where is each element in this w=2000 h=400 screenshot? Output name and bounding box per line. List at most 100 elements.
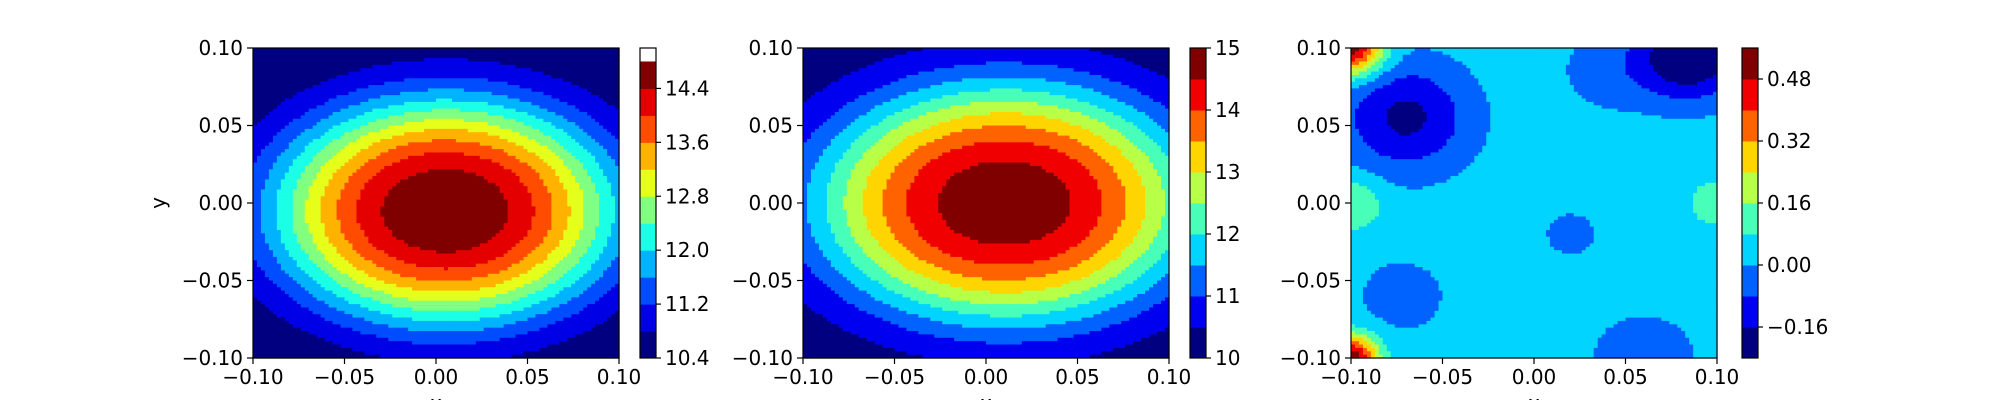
contour-cell <box>575 132 580 137</box>
contour-cell <box>312 118 318 123</box>
contour-cell <box>527 172 533 177</box>
contour-cell <box>308 88 314 93</box>
contour-cell <box>344 98 350 103</box>
contour-cell <box>447 165 453 170</box>
contour-cell <box>555 142 560 147</box>
contour-cell <box>288 105 294 110</box>
contour-cell <box>292 88 298 93</box>
contour-cell <box>543 145 548 150</box>
contour-cell <box>400 189 405 194</box>
contour-cell <box>296 132 302 137</box>
contour-cell <box>324 132 330 137</box>
contour-cell <box>499 54 505 59</box>
contour-cell <box>264 145 270 150</box>
contour-cell <box>372 152 377 157</box>
contour-cell <box>348 64 354 69</box>
contour-cell <box>400 74 405 79</box>
contour-cell <box>272 165 278 170</box>
contour-cell <box>511 68 517 73</box>
contour-cell <box>467 68 473 73</box>
contour-cell <box>396 152 401 157</box>
contour-cell <box>567 64 572 69</box>
contour-cell <box>591 138 596 143</box>
contour-cell <box>611 108 616 113</box>
contour-cell <box>420 85 425 90</box>
contour-cell <box>527 48 533 52</box>
contour-cell <box>579 98 584 103</box>
contour-cell <box>300 88 306 93</box>
contour-cell <box>595 81 600 86</box>
contour-cell <box>296 71 302 76</box>
contour-cell <box>575 138 580 143</box>
contour-cell <box>332 128 338 133</box>
contour-cell <box>296 182 302 187</box>
contour-cell <box>519 88 525 93</box>
contour-cell <box>324 138 330 143</box>
contour-cell <box>396 112 401 116</box>
contour-cell <box>515 101 521 106</box>
contour-cell <box>555 132 560 137</box>
contour-cell <box>559 135 564 140</box>
contour-cell <box>467 125 473 130</box>
contour-cell <box>380 51 385 56</box>
contour-cell <box>523 182 529 187</box>
contour-cell <box>264 78 270 83</box>
contour-cell <box>396 172 401 177</box>
contour-cell <box>280 54 286 59</box>
contour-cell <box>280 118 286 123</box>
contour-cell <box>280 182 286 187</box>
contour-cell <box>312 186 318 191</box>
contour-cell <box>312 189 318 194</box>
contour-cell <box>551 186 556 191</box>
contour-cell <box>380 74 385 79</box>
contour-cell <box>272 189 278 194</box>
contour-cell <box>268 145 274 150</box>
contour-cell <box>376 78 381 83</box>
contour-cell <box>547 54 552 59</box>
contour-cell <box>352 51 358 56</box>
contour-cell <box>511 179 517 184</box>
contour-cell <box>376 88 381 93</box>
contour-cell <box>320 172 326 177</box>
contour-cell <box>439 142 445 147</box>
contour-cell <box>547 98 552 103</box>
contour-cell <box>539 61 545 66</box>
contour-cell <box>280 91 286 96</box>
contour-cell <box>583 145 588 150</box>
contour-cell <box>312 48 318 52</box>
contour-cell <box>372 112 377 116</box>
contour-cell <box>400 132 405 137</box>
contour-cell <box>420 105 425 110</box>
contour-cell <box>312 91 318 96</box>
contour-cell <box>396 159 401 164</box>
contour-cell <box>416 189 421 194</box>
contour-cell <box>436 142 441 147</box>
contour-cell <box>312 108 318 113</box>
contour-cell <box>495 48 501 52</box>
contour-cell <box>599 128 604 133</box>
contour-cell <box>312 176 318 181</box>
contour-cell <box>567 149 572 154</box>
contour-cell <box>292 189 298 194</box>
contour-cell <box>372 122 377 127</box>
contour-cell <box>288 74 294 79</box>
contour-cell <box>491 95 497 100</box>
contour-cell <box>392 108 397 113</box>
contour-cell <box>276 162 282 167</box>
contour-cell <box>439 152 445 157</box>
contour-cell <box>288 182 294 187</box>
contour-cell <box>352 125 358 130</box>
contour-cell <box>475 128 481 133</box>
contour-cell <box>300 81 306 86</box>
contour-cell <box>555 128 560 133</box>
contour-cell <box>436 132 441 137</box>
contour-cell <box>420 58 425 63</box>
contour-cell <box>475 61 481 66</box>
contour-cell <box>471 78 477 83</box>
contour-cell <box>288 95 294 100</box>
contour-cell <box>304 125 310 130</box>
contour-cell <box>563 78 568 83</box>
contour-cell <box>292 176 298 181</box>
contour-cell <box>499 71 505 76</box>
contour-cell <box>611 95 616 100</box>
